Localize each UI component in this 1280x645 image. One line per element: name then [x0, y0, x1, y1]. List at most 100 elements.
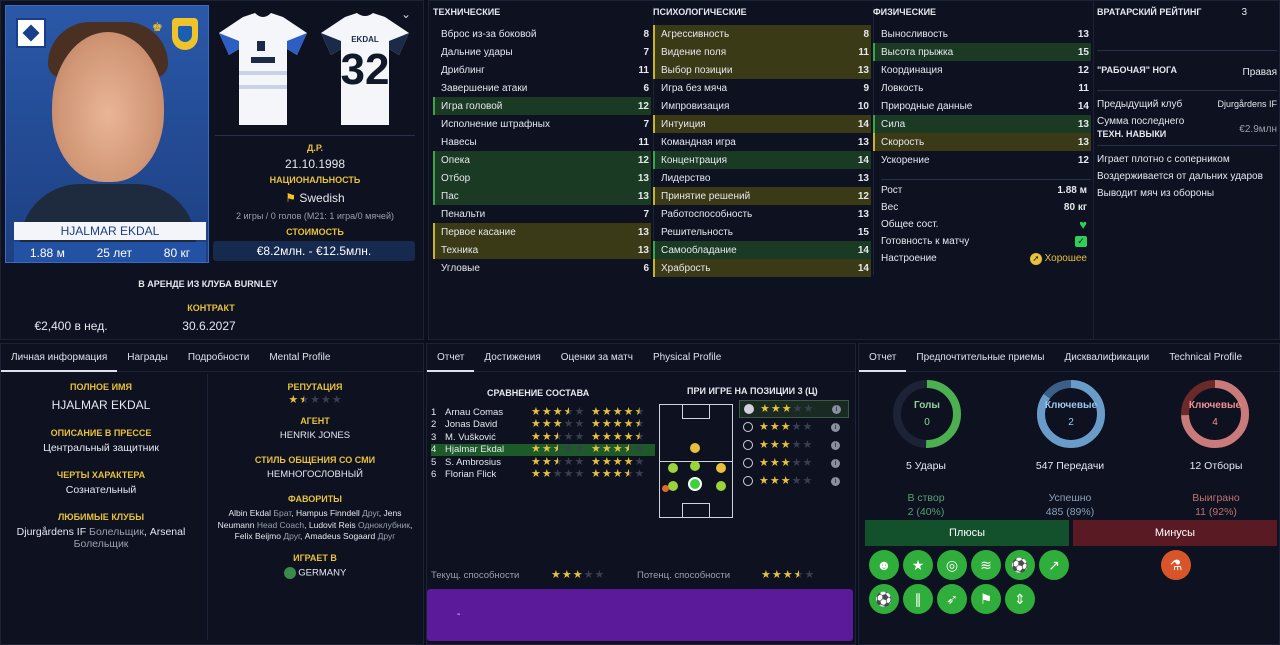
tab-report[interactable]: Отчет: [859, 344, 907, 372]
attribute-row[interactable]: Выносливость 13: [873, 25, 1091, 43]
flask-icon[interactable]: ⚗: [1161, 550, 1191, 580]
squad-comparison-row[interactable]: 6 Florian Flick ★ ★ ★ ★ ★ ★ ★ ★ ★ ★: [431, 469, 655, 482]
attribute-row[interactable]: Лидерство 13: [653, 169, 871, 187]
info-icon[interactable]: i: [831, 440, 840, 450]
radio-button[interactable]: [743, 458, 753, 468]
attribute-row[interactable]: Выбор позиции 13: [653, 61, 871, 79]
squad-comparison-row[interactable]: 1 Arnau Comas ★ ★ ★ ★ ★ ★ ★ ★ ★ ★: [431, 406, 655, 419]
attribute-row[interactable]: Высота прыжка 15: [873, 43, 1091, 61]
squad-comparison-row[interactable]: 5 S. Ambrosius ★ ★ ★ ★ ★ ★ ★ ★ ★ ★: [431, 456, 655, 469]
pass-icon[interactable]: ➶: [937, 584, 967, 614]
attribute-row[interactable]: Агрессивность 8: [653, 25, 871, 43]
plays-in-row[interactable]: GERMANY: [213, 566, 417, 579]
attribute-row[interactable]: Импровизация 10: [653, 97, 871, 115]
attribute-row[interactable]: Координация 12: [873, 61, 1091, 79]
attribute-row[interactable]: Игра головой 12: [433, 97, 651, 115]
favourite-club[interactable]: Arsenal: [149, 526, 186, 538]
attribute-row[interactable]: Первое касание 13: [433, 223, 651, 241]
attribute-row[interactable]: Интуиция 14: [653, 115, 871, 133]
head-icon[interactable]: ☻: [869, 550, 899, 580]
attribute-row[interactable]: Храбрость 14: [653, 259, 871, 277]
tab-physical-profile[interactable]: Physical Profile: [652, 351, 722, 363]
attribute-row[interactable]: Ускорение 12: [873, 151, 1091, 169]
attribute-row[interactable]: Опека 12: [433, 151, 651, 169]
attribute-row[interactable]: Самообладание 14: [653, 241, 871, 259]
position-option[interactable]: ★ ★ ★ ★ ★ i: [739, 472, 849, 490]
arrows-icon[interactable]: ⇕: [1005, 584, 1035, 614]
scout-note-box[interactable]: -: [427, 589, 853, 641]
flag-icon[interactable]: ⚑: [971, 584, 1001, 614]
attribute-row[interactable]: Скорость 13: [873, 133, 1091, 151]
attribute-row[interactable]: Принятие решений 12: [653, 187, 871, 205]
dribble-icon[interactable]: ≋: [971, 550, 1001, 580]
info-icon[interactable]: i: [831, 458, 840, 468]
info-icon[interactable]: i: [832, 404, 841, 414]
favourite-person[interactable]: Felix Beijmo Друг,: [234, 531, 305, 541]
attribute-row[interactable]: Угловые 6: [433, 259, 651, 277]
attribute-row[interactable]: Ловкость 11: [873, 79, 1091, 97]
trend-icon[interactable]: ↗: [1039, 550, 1069, 580]
squad-comparison-row[interactable]: 3 M. Vušković ★ ★ ★ ★ ★ ★ ★ ★ ★ ★: [431, 431, 655, 444]
favourite-person[interactable]: Ludovit Reis Одноклубник,: [308, 519, 413, 530]
radio-button[interactable]: [743, 440, 753, 450]
attribute-row[interactable]: Пас 13: [433, 187, 651, 205]
tab-awards[interactable]: Награды: [127, 351, 168, 363]
attribute-row[interactable]: Техника 13: [433, 241, 651, 259]
position-option[interactable]: ★ ★ ★ ★ ★ i: [739, 418, 849, 436]
radio-button[interactable]: [744, 404, 754, 414]
attribute-row[interactable]: Концентрация 14: [653, 151, 871, 169]
tab-report[interactable]: Отчет: [427, 344, 475, 372]
tab-mental-profile[interactable]: Mental Profile: [269, 351, 331, 363]
squad-comparison-row[interactable]: 2 Jonas David ★ ★ ★ ★ ★ ★ ★ ★ ★ ★: [431, 419, 655, 432]
ball-icon[interactable]: ⚽: [869, 584, 899, 614]
club-badge-icon[interactable]: [16, 18, 46, 48]
tackle-icon[interactable]: ⚽: [1005, 550, 1035, 580]
attribute-row[interactable]: Дриблинг 11: [433, 61, 651, 79]
attribute-row[interactable]: Вброс из-за боковой 8: [433, 25, 651, 43]
star-icon[interactable]: ★: [903, 550, 933, 580]
prev-club-row[interactable]: Предыдущий клуб Djurgårdens IF: [1097, 99, 1277, 110]
tab-technical-profile[interactable]: Technical Profile: [1169, 351, 1243, 363]
favourite-person[interactable]: Hampus Finndell Друг,: [295, 508, 384, 518]
attribute-row[interactable]: Работоспособность 13: [653, 205, 871, 223]
attribute-row[interactable]: Отбор 13: [433, 169, 651, 187]
attribute-row[interactable]: Дальние удары 7: [433, 43, 651, 61]
tab-match-ratings[interactable]: Оценки за матч: [560, 351, 633, 363]
chevron-down-icon[interactable]: ⌄: [401, 7, 412, 21]
loan-status[interactable]: В АРЕНДЕ ИЗ КЛУБА BURNLEY: [138, 279, 278, 289]
pitch-diagram[interactable]: [659, 404, 733, 518]
squad-comparison-row[interactable]: 4 Hjalmar Ekdal ★ ★ ★ ★ ★ ★ ★ ★ ★ ★: [431, 443, 655, 456]
attribute-row[interactable]: Командная игра 13: [653, 133, 871, 151]
favourite-club[interactable]: Djurgårdens IF: [16, 526, 87, 538]
attribute-row[interactable]: Сила 13: [873, 115, 1091, 133]
favourite-person[interactable]: Amadeus Sogaard Друг: [305, 531, 396, 541]
match-fitness-row[interactable]: Готовность к матчу ✓: [881, 233, 1091, 250]
info-icon[interactable]: i: [831, 476, 840, 486]
position-option[interactable]: ★ ★ ★ ★ ★ i: [739, 436, 849, 454]
attribute-row[interactable]: Навесы 11: [433, 133, 651, 151]
info-icon[interactable]: i: [831, 422, 840, 432]
attribute-row[interactable]: Природные данные 14: [873, 97, 1091, 115]
tab-suspensions[interactable]: Дисквалификации: [1064, 351, 1150, 363]
attribute-row[interactable]: Пенальти 7: [433, 205, 651, 223]
radio-button[interactable]: [743, 422, 753, 432]
tab-details[interactable]: Подробности: [187, 351, 250, 363]
target-icon[interactable]: ◎: [937, 550, 967, 580]
tab-preferred-moves[interactable]: Предпочтительные приемы: [916, 351, 1045, 363]
attribute-row[interactable]: Игра без мяча 9: [653, 79, 871, 97]
agent-value[interactable]: HENRIK JONES: [279, 430, 351, 441]
attribute-row[interactable]: Завершение атаки 6: [433, 79, 651, 97]
position-option[interactable]: ★ ★ ★ ★ ★ i: [739, 400, 849, 418]
attribute-row[interactable]: Решительность 15: [653, 223, 871, 241]
favourite-person[interactable]: Jens Neumann Head Coach,: [217, 508, 402, 530]
nationality-row[interactable]: ⚑ Swedish: [213, 191, 417, 205]
position-option[interactable]: ★ ★ ★ ★ ★ i: [739, 454, 849, 472]
tab-achievements[interactable]: Достижения: [484, 351, 541, 363]
link-icon[interactable]: ∥: [903, 584, 933, 614]
value-range[interactable]: €8.2млн. - €12.5млн.: [213, 241, 415, 261]
tab-personal-info[interactable]: Личная информация: [1, 344, 118, 372]
nation-badge-icon[interactable]: [172, 18, 198, 50]
radio-button[interactable]: [743, 476, 753, 486]
attribute-row[interactable]: Видение поля 11: [653, 43, 871, 61]
attribute-row[interactable]: Исполнение штрафных 7: [433, 115, 651, 133]
